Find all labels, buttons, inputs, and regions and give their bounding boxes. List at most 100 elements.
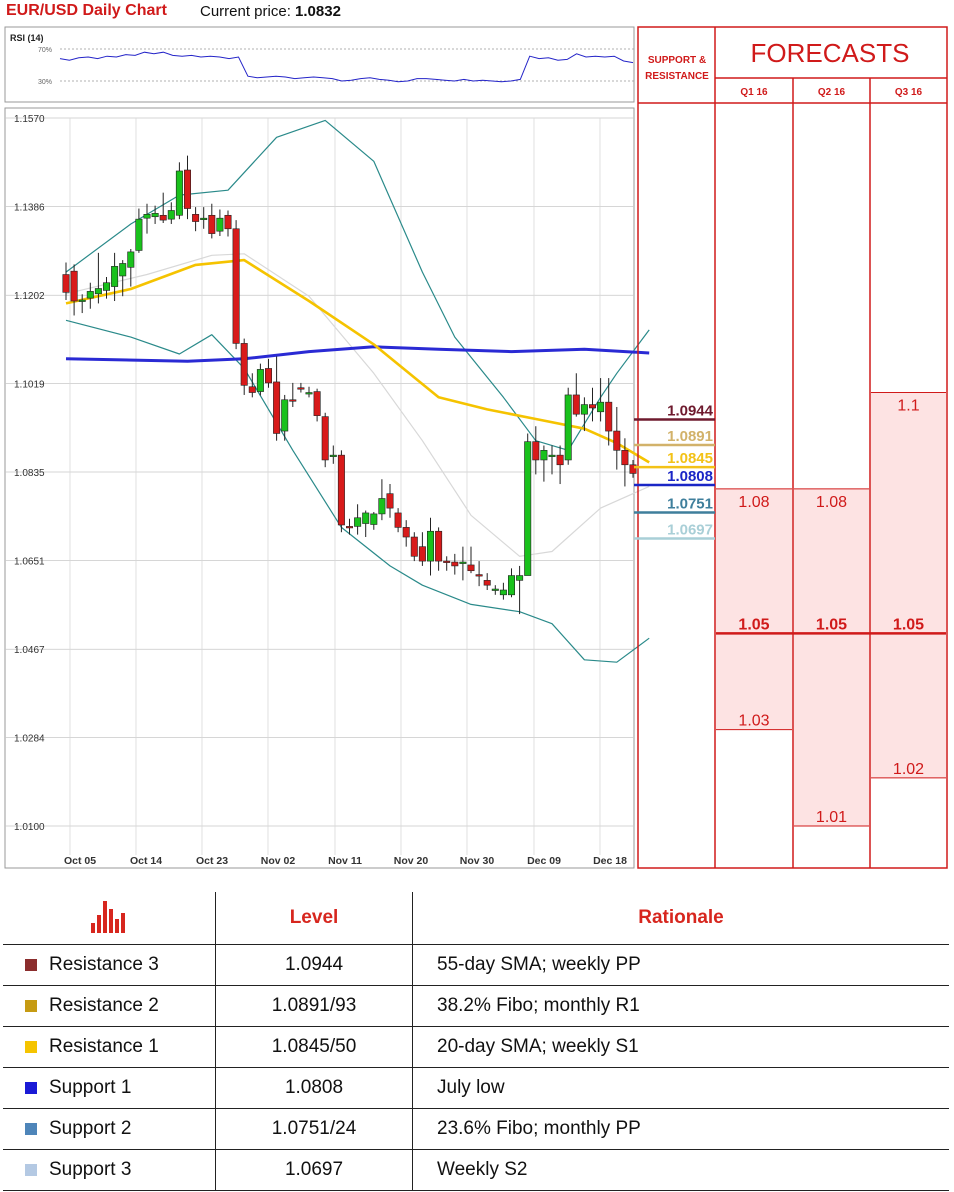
sr-title-line1: SUPPORT &	[648, 55, 706, 66]
forecast-quarter-label: Q3 16	[895, 87, 923, 98]
x-tick-label: Nov 20	[394, 855, 429, 867]
candle-down	[289, 399, 297, 402]
level-name: Support 3	[3, 1149, 216, 1191]
level-swatch	[25, 1000, 37, 1012]
level-name: Support 2	[3, 1108, 216, 1150]
sr-level-label: 1.0891	[667, 428, 713, 445]
forecast-high-label: 1.08	[738, 494, 769, 511]
candle-down	[297, 387, 305, 390]
level-name-text: Support 3	[49, 1159, 132, 1180]
forecast-quarter-label: Q1 16	[740, 87, 768, 98]
candle-down	[410, 536, 418, 557]
candle-down	[264, 368, 272, 384]
forecasts-title: FORECASTS	[751, 38, 910, 68]
level-name-text: Resistance 1	[49, 1036, 159, 1057]
level-swatch	[25, 959, 37, 971]
candle-up	[256, 369, 264, 392]
candle-down	[273, 381, 281, 434]
candle-down	[475, 574, 483, 577]
candle-up	[119, 263, 127, 277]
candle-down	[451, 561, 459, 567]
level-row: Support 2 1.0751/24 23.6% Fibo; monthly PP	[3, 1108, 949, 1150]
candle-down	[70, 270, 78, 302]
candle-down	[208, 214, 216, 234]
candle-down	[532, 441, 540, 461]
candle-down	[483, 580, 491, 586]
candle-up	[426, 530, 434, 562]
level-name-text: Support 2	[49, 1118, 132, 1139]
rsi-line	[59, 51, 634, 83]
candle-down	[224, 214, 232, 230]
level-name: Resistance 2	[3, 985, 216, 1027]
candle-down	[345, 526, 353, 529]
candle-down	[435, 530, 443, 562]
candle-down	[621, 450, 629, 466]
sma-gray-line	[65, 253, 650, 557]
sr-title-line2: RESISTANCE	[645, 71, 709, 82]
candle-down	[386, 493, 394, 509]
candle-down	[572, 394, 580, 415]
candle-up	[597, 401, 605, 413]
forecast-mid-label: 1.05	[893, 616, 924, 633]
x-tick-label: Oct 23	[196, 855, 228, 867]
y-tick-label: 1.0100	[14, 822, 45, 833]
bar-chart-icon	[91, 901, 125, 933]
y-tick-label: 1.0835	[14, 468, 45, 479]
candle-up	[143, 214, 151, 219]
level-swatch	[25, 1164, 37, 1176]
bollinger-lower-line	[65, 319, 650, 663]
y-axis-ticks: 1.1570 1.1386 1.1202 1.1019 1.0835 1.0651 1.04…	[14, 114, 45, 833]
forecast-low-label: 1.03	[738, 713, 769, 730]
level-name-text: Support 1	[49, 1077, 132, 1098]
candle-down	[394, 512, 402, 528]
candle-up	[329, 454, 337, 457]
sr-level-label: 1.0751	[667, 495, 713, 512]
candle-down	[248, 386, 256, 393]
level-rationale: 23.6% Fibo; monthly PP	[412, 1108, 949, 1150]
candle-up	[135, 218, 143, 251]
col-header-rationale: Rationale	[412, 892, 949, 945]
price-grid	[5, 117, 634, 855]
candle-down	[313, 391, 321, 416]
x-tick-label: Nov 02	[261, 855, 296, 867]
level-rationale: 38.2% Fibo; monthly R1	[412, 985, 949, 1027]
candle-up	[580, 404, 588, 415]
level-value: 1.0891/93	[215, 985, 413, 1027]
sma-blue-line	[65, 345, 650, 363]
current-price-label: Current price:	[200, 3, 291, 20]
candle-up	[167, 210, 175, 220]
candle-up	[516, 575, 524, 581]
col-header-level: Level	[215, 892, 413, 945]
bollinger-upper-line	[65, 119, 650, 451]
candle-up	[111, 266, 119, 287]
candle-up	[281, 399, 289, 432]
x-tick-label: Nov 30	[460, 855, 495, 867]
forecast-range-box	[871, 392, 946, 778]
level-value: 1.0697	[215, 1149, 413, 1191]
level-rationale: July low	[412, 1067, 949, 1109]
candle-down	[556, 454, 564, 466]
candle-up	[499, 589, 507, 596]
candle-up	[370, 513, 378, 525]
rsi-label: RSI (14)	[10, 33, 44, 43]
candle-down	[184, 169, 192, 209]
candle-down	[588, 404, 596, 409]
candle-up	[540, 450, 548, 461]
forecast-low-label: 1.02	[893, 761, 924, 778]
forecast-mid-label: 1.05	[738, 616, 769, 633]
forecast-high-label: 1.08	[816, 494, 847, 511]
candle-up	[362, 512, 370, 524]
level-row: Support 3 1.0697 Weekly S2	[3, 1149, 949, 1191]
sr-level-label: 1.0808	[667, 468, 713, 485]
candle-down	[443, 560, 451, 563]
level-name-text: Resistance 2	[49, 995, 159, 1016]
candle-down	[629, 464, 637, 474]
rsi-series	[59, 51, 634, 83]
level-name: Resistance 1	[3, 1026, 216, 1068]
candle-up	[94, 288, 102, 295]
indicator-lines	[65, 119, 650, 663]
y-tick-label: 1.1570	[14, 114, 45, 125]
level-row: Support 1 1.0808 July low	[3, 1067, 949, 1109]
y-tick-label: 1.0467	[14, 645, 45, 656]
